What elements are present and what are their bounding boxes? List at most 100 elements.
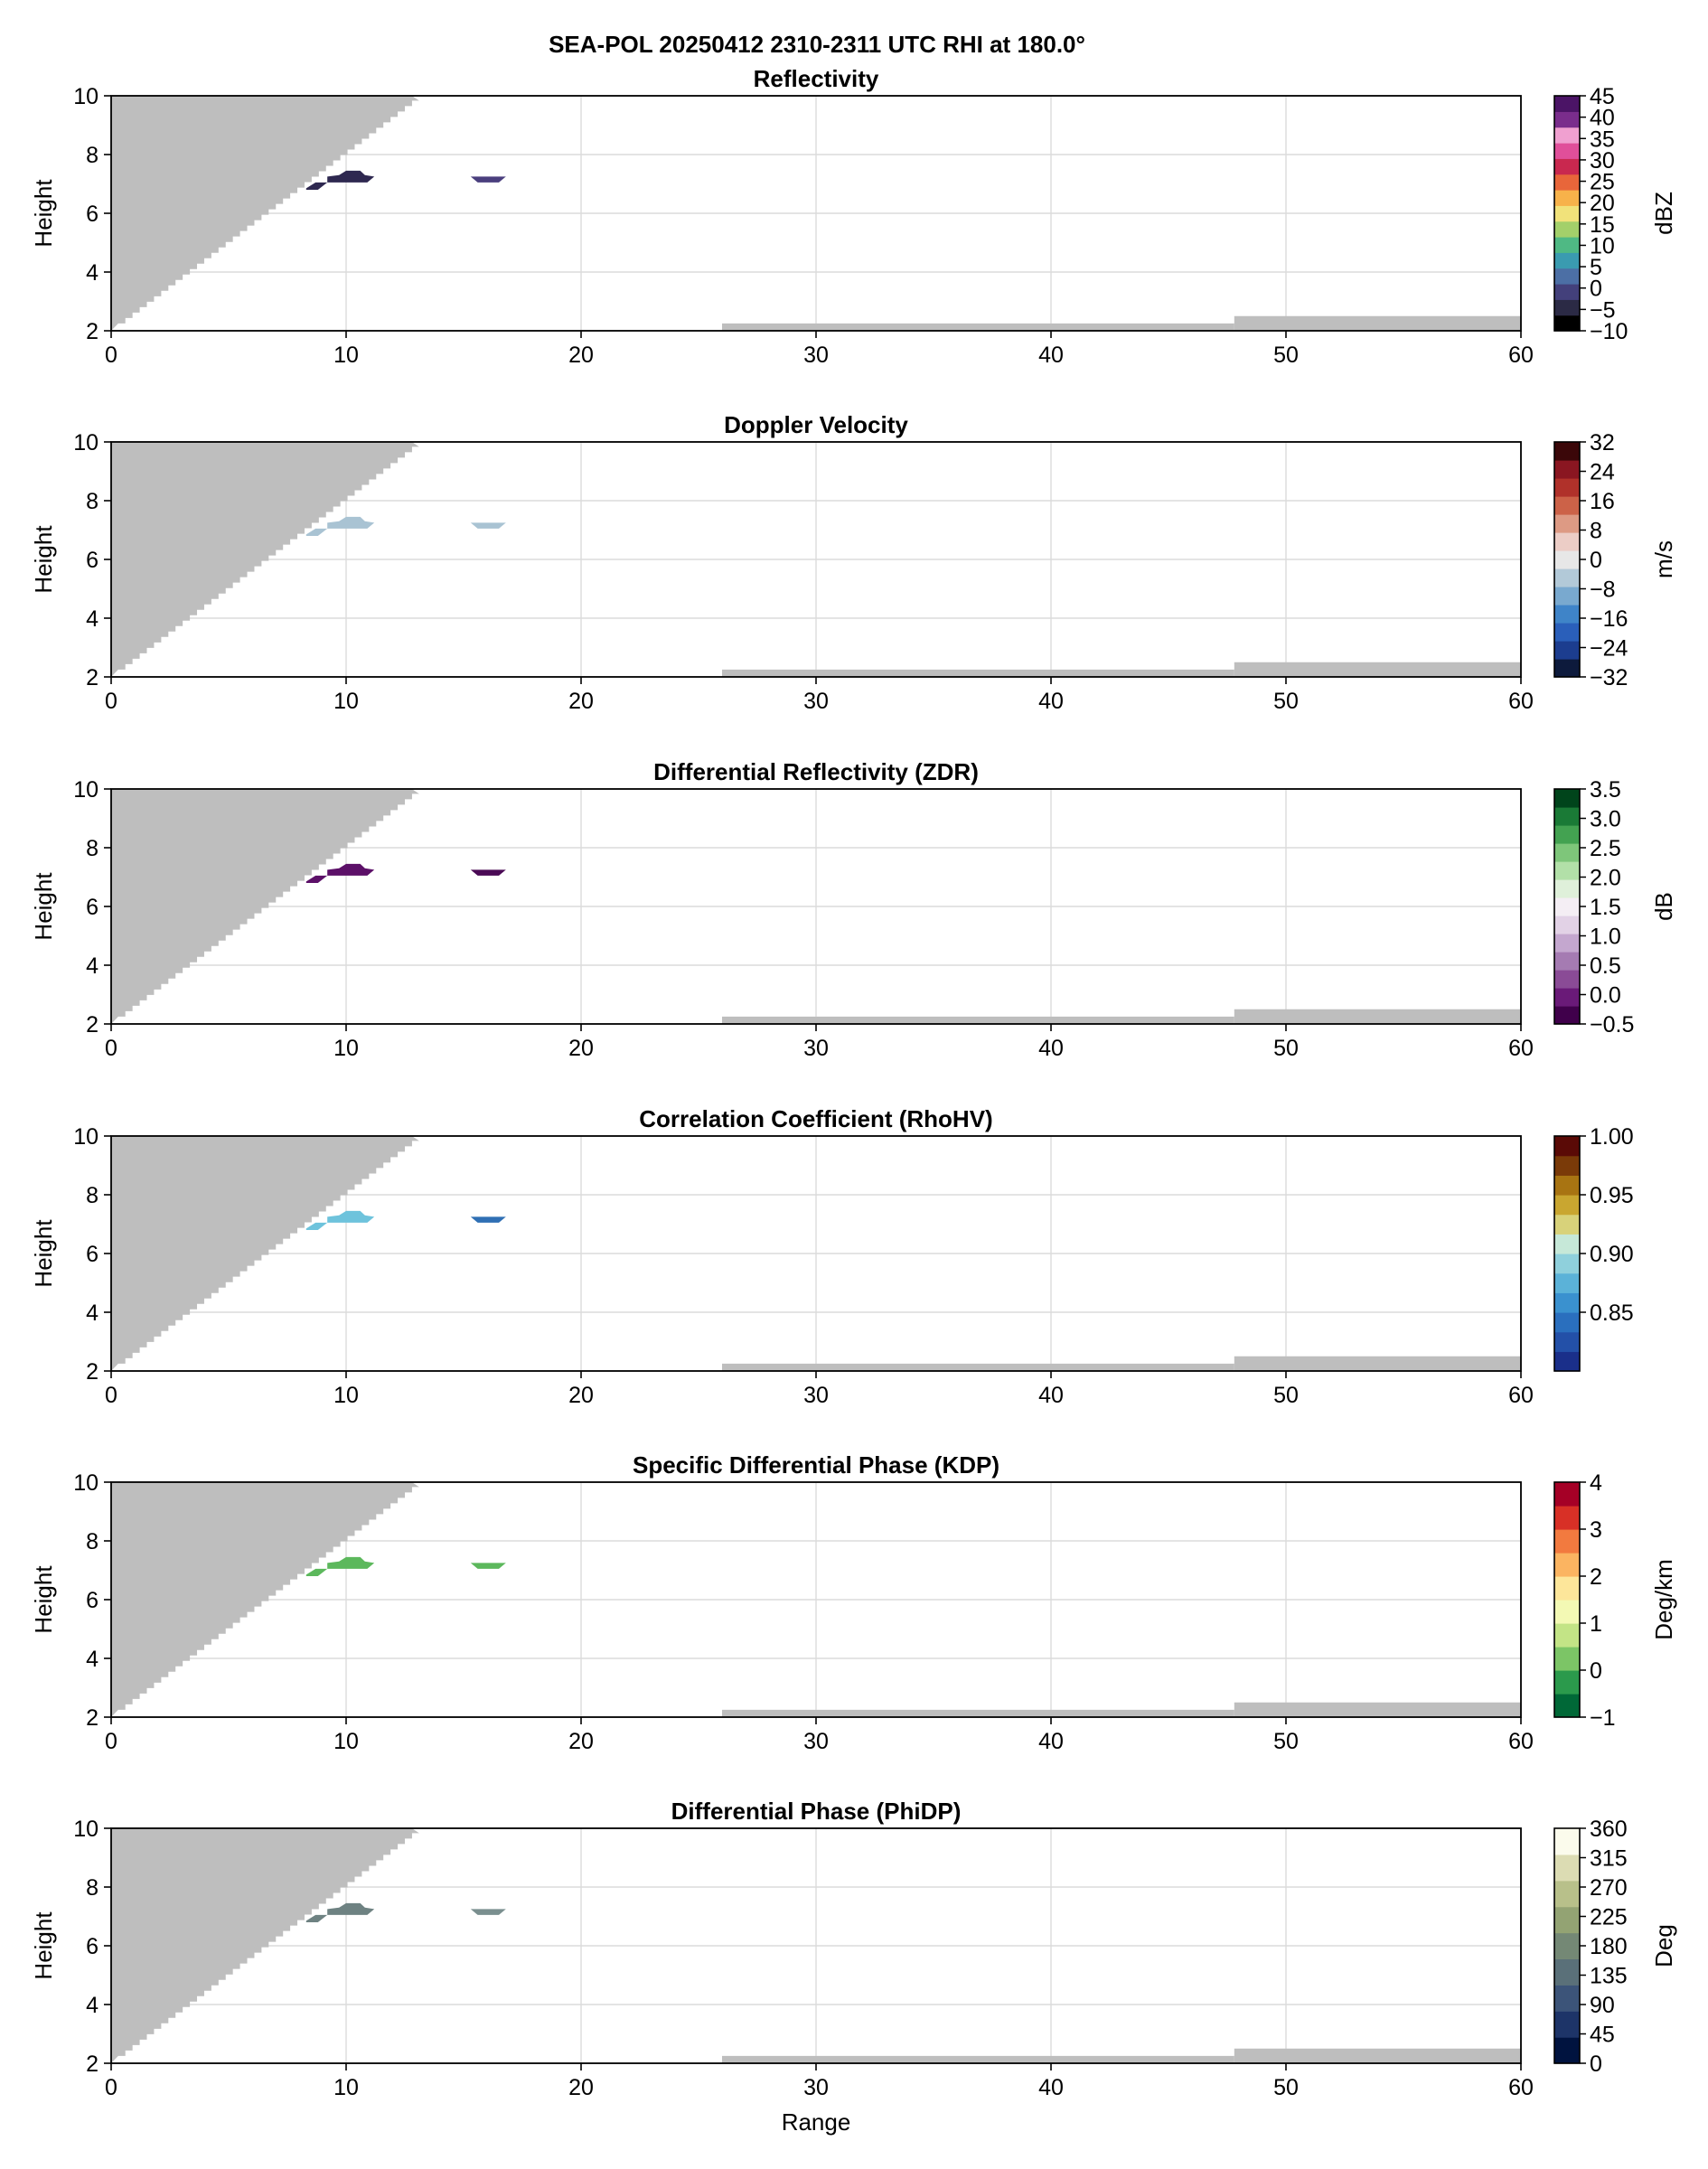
echo-near	[305, 170, 375, 190]
x-tick-label: 40	[1038, 2075, 1064, 2100]
colorbar-segment	[1554, 843, 1580, 862]
colorbar-segment	[1554, 205, 1580, 222]
colorbar-tick-label: −32	[1590, 665, 1628, 690]
colorbar-segment	[1554, 861, 1580, 880]
colorbar-tick-label: −0.5	[1590, 1012, 1634, 1038]
colorbar-segment	[1554, 2011, 1580, 2038]
colorbar-tick-label: 24	[1590, 460, 1615, 485]
y-tick-label: 2	[86, 319, 99, 344]
colorbar-segment	[1554, 1553, 1580, 1577]
y-axis-label: Height	[30, 179, 57, 248]
y-tick-label: 10	[73, 777, 99, 803]
x-tick-label: 10	[333, 1729, 359, 1754]
x-axis-label: Range	[782, 2108, 851, 2136]
colorbar-segment	[1554, 1985, 1580, 2012]
y-axis-label: Height	[30, 525, 57, 594]
colorbar-tick-label: 0	[1590, 548, 1602, 573]
colorbar-segment	[1554, 143, 1580, 159]
colorbar-tick-label: 0	[1590, 2052, 1602, 2077]
ground-strip-near	[722, 1363, 1234, 1371]
x-tick-label: 20	[568, 1383, 594, 1408]
colorbar-segment	[1554, 1647, 1580, 1671]
colorbar-segment	[1554, 1854, 1580, 1882]
colorbar-segment	[1554, 96, 1580, 112]
y-tick-label: 10	[73, 84, 99, 109]
colorbar-segment	[1554, 952, 1580, 971]
colorbar-segment	[1554, 641, 1580, 660]
colorbar-tick-label: 25	[1590, 170, 1615, 195]
echo-near	[305, 1556, 375, 1576]
y-axis-label: Height	[30, 1911, 57, 1980]
x-tick-label: 60	[1508, 689, 1534, 714]
colorbar-segment	[1554, 915, 1580, 934]
y-tick-label: 6	[86, 1242, 99, 1267]
colorbar-label: Deg/km	[1650, 1559, 1677, 1640]
colorbar-segment	[1554, 568, 1580, 587]
y-tick-label: 4	[86, 606, 99, 632]
colorbar-tick-label: 2.0	[1590, 866, 1621, 891]
y-tick-label: 8	[86, 1875, 99, 1901]
colorbar-tick-label: 45	[1590, 2023, 1615, 2048]
colorbar-tick-label: 16	[1590, 489, 1615, 514]
y-axis-label: Height	[30, 1219, 57, 1288]
colorbar-frame	[1553, 95, 1581, 332]
x-tick-label: 10	[333, 1036, 359, 1061]
colorbar-tick-label: 270	[1590, 1875, 1628, 1901]
blocked-region	[111, 442, 419, 677]
colorbar-tick-label: 1.0	[1590, 925, 1621, 950]
ground-strip-far	[1234, 662, 1521, 677]
y-tick-label: 4	[86, 1300, 99, 1326]
colorbar-segment	[1554, 1932, 1580, 1960]
colorbar-segment	[1554, 442, 1580, 461]
colorbar-segment	[1554, 268, 1580, 285]
colorbar-segment	[1554, 2037, 1580, 2064]
colorbar-tick-label: 35	[1590, 127, 1615, 152]
colorbar-segment	[1554, 1136, 1580, 1157]
colorbar-tick-label: 1.00	[1590, 1124, 1634, 1150]
panel-title: Correlation Coefficient (RhoHV)	[639, 1105, 992, 1132]
ground-strip-near	[722, 669, 1234, 677]
colorbar: −1 0 1 2 3 4 Deg/km	[1553, 1470, 1677, 1731]
ground-strip-near	[722, 2055, 1234, 2063]
blocked-region	[111, 1136, 419, 1371]
echo-far	[470, 1216, 506, 1223]
colorbar-segment	[1554, 970, 1580, 989]
colorbar-segment	[1554, 1828, 1580, 1855]
x-tick-label: 40	[1038, 1729, 1064, 1754]
y-tick-label: 6	[86, 548, 99, 573]
colorbar-tick-label: 4	[1590, 1470, 1602, 1496]
x-tick-label: 60	[1508, 1729, 1534, 1754]
colorbar-segment	[1554, 1670, 1580, 1695]
ground-strip-near	[722, 1016, 1234, 1024]
colorbar-tick-label: −16	[1590, 606, 1628, 632]
colorbar-segment	[1554, 174, 1580, 191]
x-tick-label: 20	[568, 343, 594, 368]
y-tick-label: 2	[86, 2052, 99, 2077]
panel-title: Differential Reflectivity (ZDR)	[653, 758, 979, 785]
x-tick-label: 10	[333, 1383, 359, 1408]
panel-title: Specific Differential Phase (KDP)	[633, 1451, 999, 1479]
echo-near	[305, 1210, 375, 1230]
colorbar-tick-label: 2	[1590, 1564, 1602, 1590]
ground-strip-far	[1234, 1702, 1521, 1717]
x-tick-label: 30	[803, 1383, 829, 1408]
y-tick-label: 4	[86, 1647, 99, 1672]
colorbar-tick-label: 360	[1590, 1817, 1628, 1842]
echo-far	[470, 869, 506, 876]
colorbar-tick-label: 180	[1590, 1934, 1628, 1959]
echo-far	[470, 1909, 506, 1915]
ground-strip-far	[1234, 1356, 1521, 1371]
colorbar-segment	[1554, 1529, 1580, 1554]
colorbar-label: dB	[1650, 892, 1677, 921]
y-tick-label: 10	[73, 1124, 99, 1150]
ground-strip-far	[1234, 1009, 1521, 1024]
colorbar-tick-label: −8	[1590, 577, 1616, 603]
colorbar-segment	[1554, 237, 1580, 253]
colorbar-segment	[1554, 315, 1580, 332]
colorbar-segment	[1554, 1175, 1580, 1196]
x-tick-label: 30	[803, 2075, 829, 2100]
colorbar-tick-label: 0.0	[1590, 983, 1621, 1009]
